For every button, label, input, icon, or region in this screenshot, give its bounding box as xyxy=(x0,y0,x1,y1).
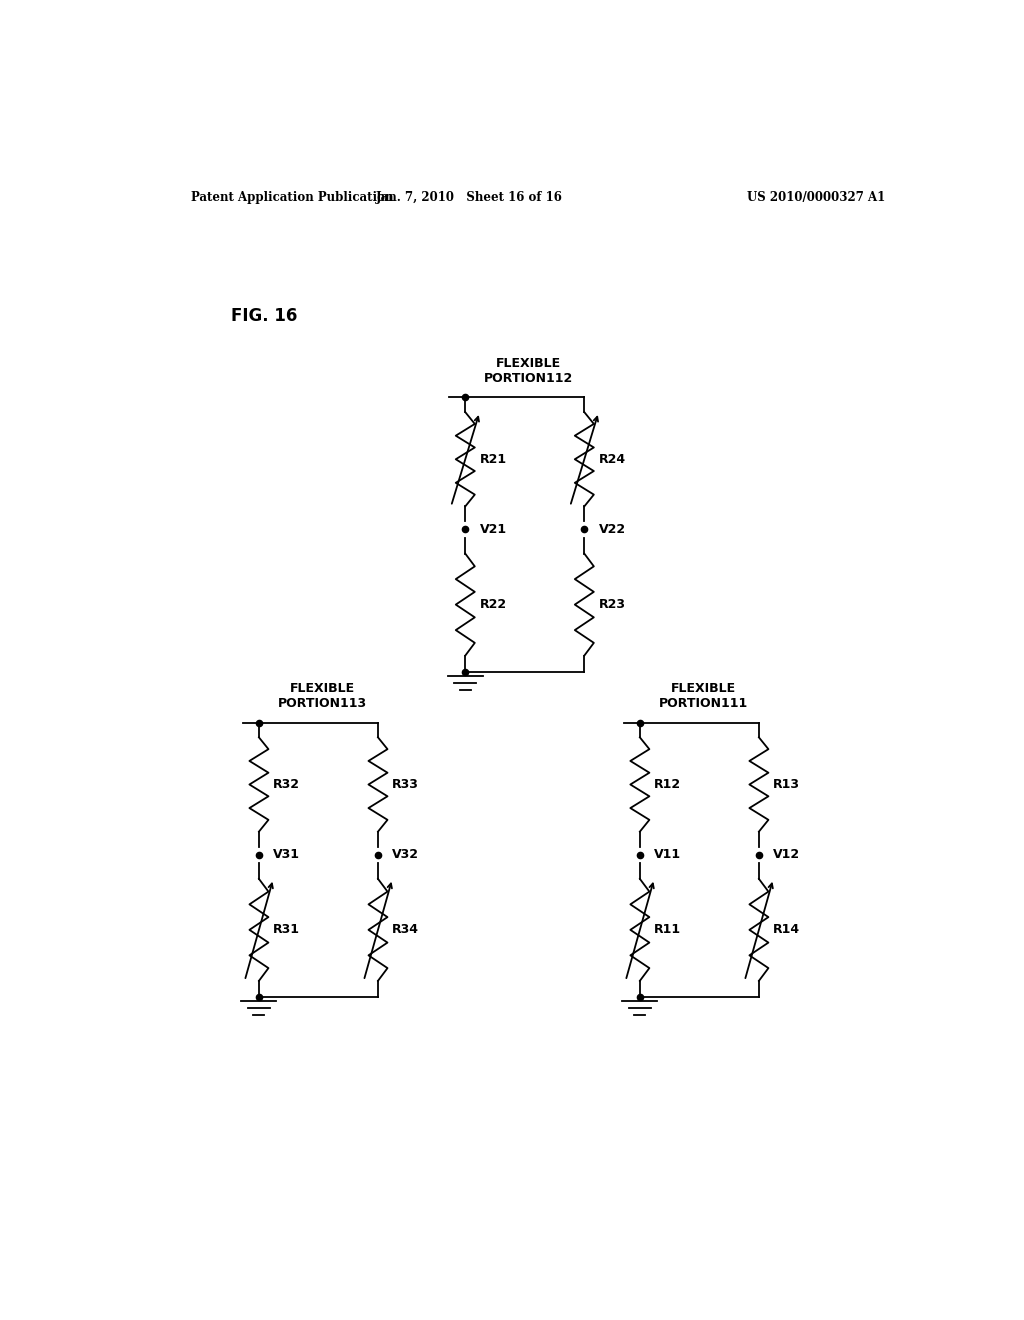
Text: V31: V31 xyxy=(273,849,300,861)
Text: R23: R23 xyxy=(599,598,626,611)
Text: V11: V11 xyxy=(654,849,681,861)
Text: R12: R12 xyxy=(654,777,681,791)
Text: FLEXIBLE
PORTION112: FLEXIBLE PORTION112 xyxy=(484,356,573,385)
Text: FLEXIBLE
PORTION113: FLEXIBLE PORTION113 xyxy=(278,682,367,710)
Text: FLEXIBLE
PORTION111: FLEXIBLE PORTION111 xyxy=(658,682,748,710)
Text: R24: R24 xyxy=(599,453,626,466)
Text: US 2010/0000327 A1: US 2010/0000327 A1 xyxy=(748,190,886,203)
Text: Jan. 7, 2010   Sheet 16 of 16: Jan. 7, 2010 Sheet 16 of 16 xyxy=(376,190,562,203)
Text: V21: V21 xyxy=(479,523,507,536)
Text: V22: V22 xyxy=(599,523,626,536)
Text: R31: R31 xyxy=(273,924,300,936)
Text: R32: R32 xyxy=(273,777,300,791)
Text: R34: R34 xyxy=(392,924,419,936)
Text: V12: V12 xyxy=(773,849,801,861)
Text: R13: R13 xyxy=(773,777,800,791)
Text: FIG. 16: FIG. 16 xyxy=(231,308,298,325)
Text: R11: R11 xyxy=(654,924,681,936)
Text: R33: R33 xyxy=(392,777,419,791)
Text: V32: V32 xyxy=(392,849,419,861)
Text: R21: R21 xyxy=(479,453,507,466)
Text: Patent Application Publication: Patent Application Publication xyxy=(191,190,394,203)
Text: R22: R22 xyxy=(479,598,507,611)
Text: R14: R14 xyxy=(773,924,801,936)
